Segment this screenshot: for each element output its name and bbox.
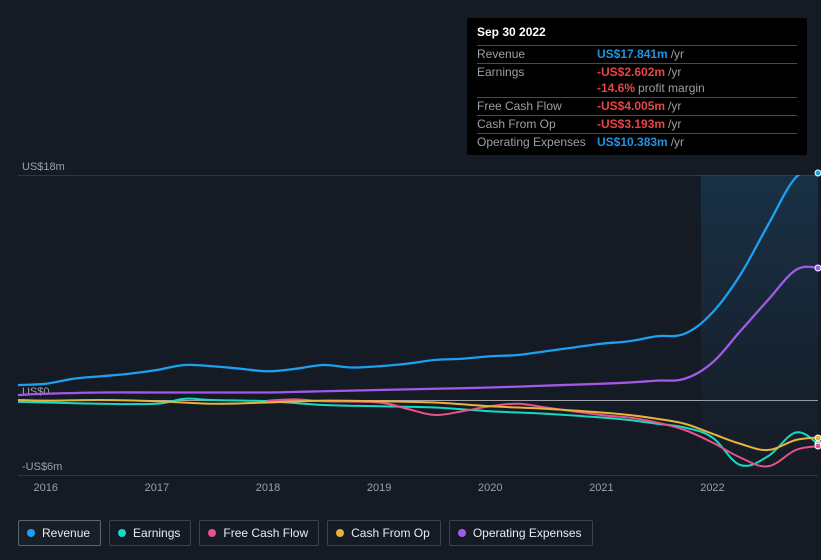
tooltip-metric-label: Cash From Op bbox=[477, 116, 597, 133]
legend-item[interactable]: Cash From Op bbox=[327, 520, 441, 546]
legend-label: Cash From Op bbox=[351, 526, 430, 540]
tooltip-metric-value: US$17.841m bbox=[597, 46, 668, 63]
legend-label: Free Cash Flow bbox=[223, 526, 308, 540]
series-endpoint-marker bbox=[815, 264, 821, 271]
tooltip-row: Earnings-US$2.602m/yr bbox=[477, 63, 797, 81]
tooltip-metric-unit: /yr bbox=[668, 64, 681, 81]
tooltip-metric-value: -US$4.005m bbox=[597, 98, 665, 115]
x-axis-tick-label: 2016 bbox=[34, 482, 58, 494]
series-endpoint-marker bbox=[815, 169, 821, 176]
tooltip-row: Free Cash Flow-US$4.005m/yr bbox=[477, 97, 797, 115]
tooltip-metric-unit: /yr bbox=[668, 116, 681, 133]
data-tooltip: Sep 30 2022 RevenueUS$17.841m/yrEarnings… bbox=[467, 18, 807, 155]
legend-label: Earnings bbox=[133, 526, 180, 540]
x-axis-tick-label: 2021 bbox=[589, 482, 613, 494]
legend-item[interactable]: Earnings bbox=[109, 520, 191, 546]
x-axis-tick-label: 2017 bbox=[145, 482, 169, 494]
series-endpoint-marker bbox=[815, 434, 821, 441]
tooltip-metric-unit: /yr bbox=[671, 46, 684, 63]
x-axis-tick-label: 2019 bbox=[367, 482, 391, 494]
tooltip-sub-value: -14.6% bbox=[597, 80, 635, 97]
chart-series-line bbox=[18, 399, 818, 466]
tooltip-metric-label: Earnings bbox=[477, 64, 597, 81]
series-endpoint-marker bbox=[815, 443, 821, 450]
financials-line-chart[interactable]: US$18mUS$0-US$6m 20162017201820192020202… bbox=[18, 160, 818, 500]
tooltip-metric-label: Free Cash Flow bbox=[477, 98, 597, 115]
legend-color-dot bbox=[336, 529, 344, 537]
legend-item[interactable]: Revenue bbox=[18, 520, 101, 546]
tooltip-sub-suffix: profit margin bbox=[638, 80, 705, 97]
chart-series-line bbox=[18, 175, 818, 385]
x-axis-tick-label: 2020 bbox=[478, 482, 502, 494]
x-axis-tick-label: 2018 bbox=[256, 482, 280, 494]
tooltip-metric-value: US$10.383m bbox=[597, 134, 668, 151]
tooltip-metric-unit: /yr bbox=[671, 134, 684, 151]
tooltip-subrow: -14.6%profit margin bbox=[477, 80, 797, 97]
x-axis-tick-label: 2022 bbox=[700, 482, 724, 494]
legend-color-dot bbox=[27, 529, 35, 537]
tooltip-metric-label: Operating Expenses bbox=[477, 134, 597, 151]
legend-item[interactable]: Free Cash Flow bbox=[199, 520, 319, 546]
legend-item[interactable]: Operating Expenses bbox=[449, 520, 593, 546]
legend-color-dot bbox=[208, 529, 216, 537]
tooltip-metric-unit: /yr bbox=[668, 98, 681, 115]
legend-color-dot bbox=[118, 529, 126, 537]
legend-label: Revenue bbox=[42, 526, 90, 540]
tooltip-metric-label: Revenue bbox=[477, 46, 597, 63]
tooltip-metric-value: -US$2.602m bbox=[597, 64, 665, 81]
tooltip-date: Sep 30 2022 bbox=[477, 24, 797, 45]
tooltip-row: RevenueUS$17.841m/yr bbox=[477, 45, 797, 63]
chart-plot-area bbox=[18, 175, 818, 475]
tooltip-row: Operating ExpensesUS$10.383m/yr bbox=[477, 133, 797, 151]
legend-color-dot bbox=[458, 529, 466, 537]
y-axis-tick-label: US$18m bbox=[22, 161, 65, 173]
chart-series-line bbox=[18, 267, 818, 395]
legend-label: Operating Expenses bbox=[473, 526, 582, 540]
chart-gridline bbox=[18, 475, 818, 476]
tooltip-row: Cash From Op-US$3.193m/yr bbox=[477, 115, 797, 133]
chart-legend: Revenue Earnings Free Cash Flow Cash From O… bbox=[18, 520, 593, 546]
tooltip-metric-value: -US$3.193m bbox=[597, 116, 665, 133]
